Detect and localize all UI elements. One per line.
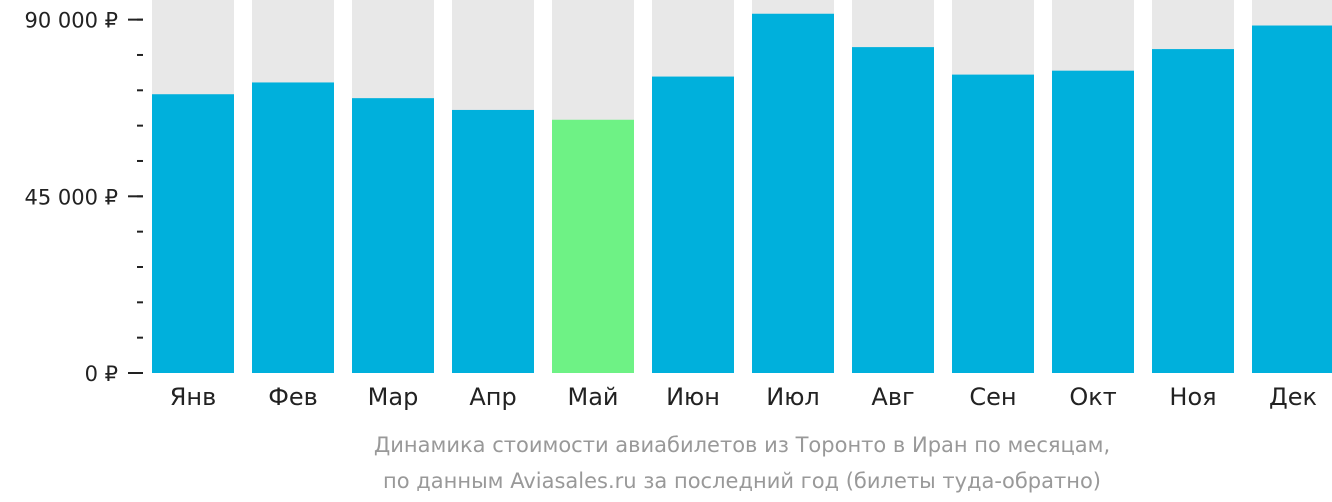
x-tick-label: Окт: [1069, 383, 1116, 411]
x-tick-label: Июл: [766, 383, 820, 411]
bar-6: [652, 76, 734, 373]
x-tick-label: Июн: [666, 383, 720, 411]
x-tick-label: Мар: [368, 383, 419, 411]
x-tick-label: Май: [567, 383, 618, 411]
bar-5: [552, 119, 634, 374]
bar-8: [852, 47, 934, 374]
bar-7: [752, 13, 834, 374]
caption-line-2: по данным Aviasales.ru за последний год …: [383, 469, 1101, 493]
x-tick-label: Авг: [871, 383, 914, 411]
y-axis: 0 ₽ 45 000 ₽ 90 000 ₽: [24, 9, 143, 386]
x-tick-label: Апр: [469, 383, 516, 411]
bar-3: [352, 98, 434, 373]
x-tick-label: Дек: [1269, 383, 1317, 411]
caption-line-1: Динамика стоимости авиабилетов из Торонт…: [374, 433, 1110, 457]
bar-10: [1052, 70, 1134, 374]
x-axis: Янв Фев Мар Апр Май Июн Июл Авг Сен Окт Ноя Дек: [170, 383, 1317, 411]
bar-11: [1152, 49, 1234, 373]
bar-12: [1252, 25, 1332, 373]
bar-1: [152, 94, 234, 374]
x-tick-label: Ноя: [1169, 383, 1216, 411]
bars: [152, 13, 1332, 374]
bar-4: [452, 109, 534, 374]
y-tick-label: 90 000 ₽: [24, 9, 118, 33]
x-tick-label: Фев: [268, 383, 318, 411]
y-tick-label: 0 ₽: [85, 362, 118, 386]
x-tick-label: Сен: [969, 383, 1016, 411]
bar-2: [252, 82, 334, 373]
x-tick-label: Янв: [170, 383, 217, 411]
bar-9: [952, 74, 1034, 373]
y-tick-label: 45 000 ₽: [24, 185, 118, 209]
